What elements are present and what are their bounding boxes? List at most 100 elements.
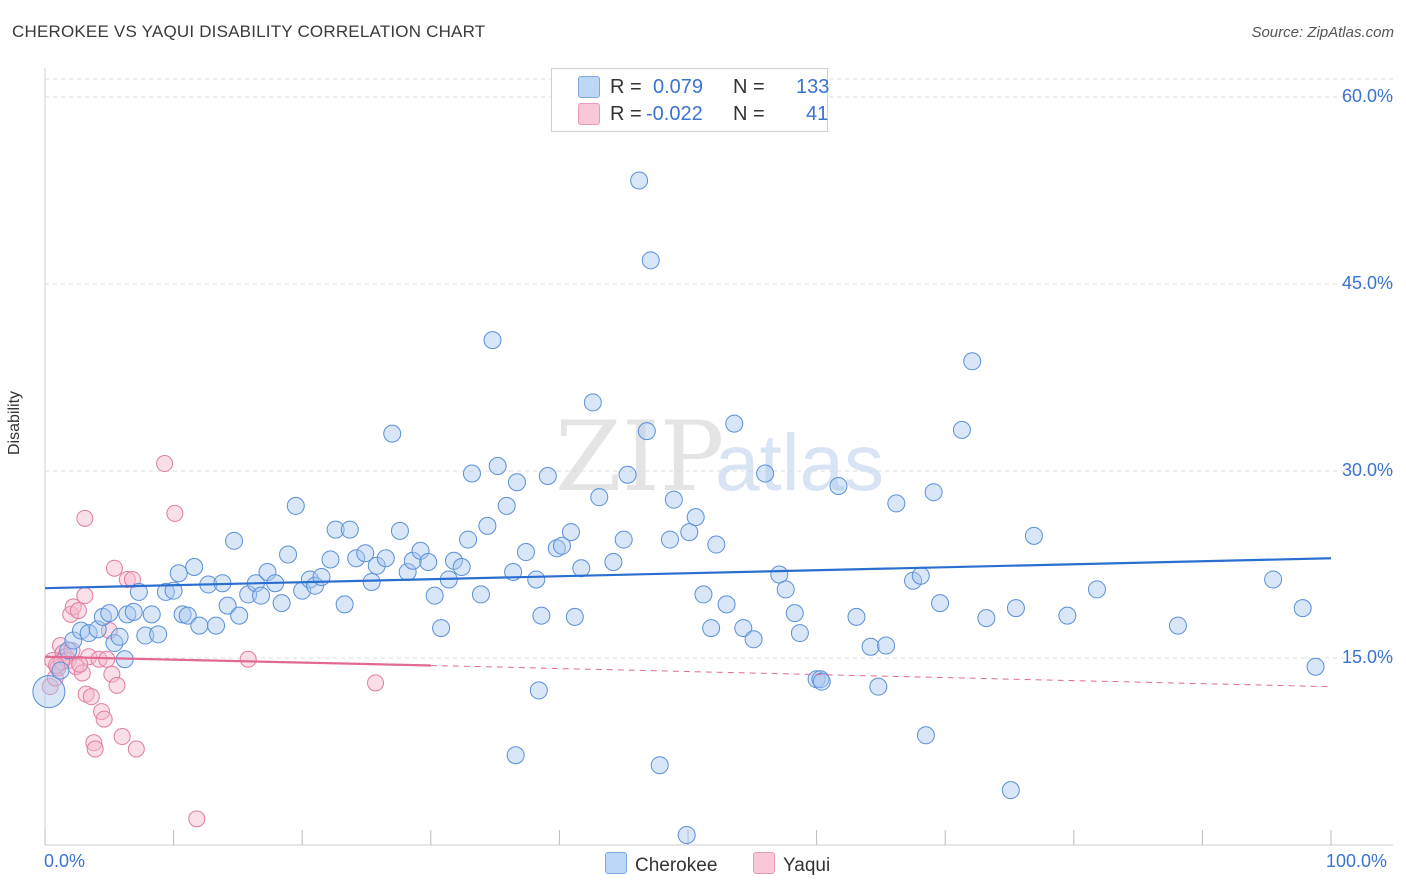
cherokee-point — [356, 544, 375, 563]
yaqui-point — [108, 676, 126, 694]
cherokee-point — [916, 726, 935, 745]
x-tick-left: 0.0% — [44, 851, 86, 871]
cherokee-point — [51, 661, 70, 680]
cherokee-swatch — [605, 852, 627, 874]
yaqui-point — [85, 734, 103, 752]
cherokee-point — [1058, 606, 1077, 625]
yaqui-points — [41, 455, 385, 828]
grid-lines — [45, 78, 1393, 659]
cherokee-point — [680, 523, 699, 542]
cherokee-point — [471, 585, 490, 604]
cherokee-point — [614, 530, 633, 549]
cherokee-point — [776, 580, 795, 599]
cherokee-point — [478, 516, 497, 535]
cherokee-point — [637, 422, 656, 441]
yaqui-point — [118, 570, 136, 588]
cherokee-point — [149, 625, 168, 644]
cherokee-point — [190, 616, 209, 635]
cherokee-point — [561, 523, 580, 542]
yaqui-point — [76, 509, 94, 527]
cherokee-point — [565, 607, 584, 626]
y-axis-title: Disability — [6, 390, 23, 455]
cherokee-point — [887, 494, 906, 513]
cherokee-point — [110, 627, 129, 646]
yaqui-point — [367, 674, 385, 692]
cherokee-swatch — [578, 76, 600, 98]
cherokee-point — [538, 466, 557, 485]
cherokee-point — [340, 520, 359, 539]
cherokee-point — [527, 570, 546, 589]
chart-title: CHEROKEE VS YAQUI DISABILITY CORRELATION… — [12, 22, 486, 41]
cherokee-point — [178, 606, 197, 625]
legend: R = 0.079 N = 133 R = -0.022 N = 41 — [551, 68, 830, 132]
legend-r-label: R = — [610, 103, 642, 125]
cherokee-point — [717, 595, 736, 614]
cherokee-point — [790, 624, 809, 643]
cherokee-point — [32, 675, 66, 709]
cherokee-point — [218, 596, 237, 615]
cherokee-point — [452, 557, 471, 576]
legend-n-value: 133 — [796, 76, 830, 98]
cherokee-point — [425, 586, 444, 605]
cherokee-point — [744, 630, 763, 649]
cherokee-point — [660, 530, 679, 549]
cherokee-point — [1168, 616, 1187, 635]
cherokee-point — [877, 636, 896, 655]
bottom-legend-yaqui-label: Yaqui — [783, 855, 831, 876]
cherokee-point — [847, 607, 866, 626]
cherokee-point — [419, 553, 438, 572]
cherokee-point — [497, 496, 516, 515]
cherokee-points — [32, 171, 1325, 845]
cherokee-point — [326, 520, 345, 539]
cherokee-point — [516, 543, 535, 562]
yaqui-point — [71, 655, 89, 673]
yaqui-point — [95, 710, 113, 728]
cherokee-point — [129, 582, 148, 601]
cherokee-point — [156, 582, 175, 601]
yaqui-swatch — [578, 103, 600, 125]
cherokee-point — [1001, 781, 1020, 800]
cherokee-point — [812, 672, 831, 691]
bottom-legend-cherokee: Cherokee — [605, 852, 717, 877]
yaqui-point — [41, 678, 59, 696]
y-tick-label: 60.0% — [1341, 86, 1393, 106]
cherokee-point — [507, 473, 526, 492]
legend-r-value: -0.022 — [646, 103, 703, 125]
cherokee-point — [770, 565, 789, 584]
cherokee-point — [529, 681, 548, 700]
cherokee-point — [483, 331, 502, 350]
cherokee-point — [829, 476, 848, 495]
legend-n-value: 41 — [806, 103, 829, 125]
watermark: ZIP atlas — [555, 401, 884, 513]
cherokee-point — [164, 581, 183, 600]
legend-r-label: R = — [610, 76, 642, 98]
cherokee-point — [136, 626, 155, 645]
cherokee-point — [272, 594, 291, 613]
cherokee-point — [1306, 657, 1325, 676]
cherokee-point — [785, 604, 804, 623]
cherokee-point — [707, 535, 726, 554]
legend-n-label: N = — [733, 76, 765, 98]
cherokee-point — [650, 756, 669, 775]
bottom-legend-cherokee-label: Cherokee — [635, 855, 718, 876]
cherokee-point — [977, 609, 996, 628]
cherokee-point — [1087, 580, 1106, 599]
cherokee-point — [664, 490, 683, 509]
yaqui-point — [69, 602, 87, 620]
cherokee-point — [59, 641, 78, 660]
cherokee-point — [725, 414, 744, 433]
cherokee-point — [207, 616, 226, 635]
yaqui-point — [76, 587, 94, 605]
cherokee-point — [572, 559, 591, 578]
cherokee-point — [702, 619, 721, 638]
cherokee-point — [462, 464, 481, 483]
cherokee-point — [1006, 599, 1025, 618]
cherokee-point — [383, 424, 402, 443]
yaqui-point — [86, 740, 104, 758]
yaqui-point — [82, 688, 100, 706]
cherokee-point — [952, 420, 971, 439]
cherokee-point — [79, 624, 98, 643]
cherokee-point — [362, 572, 381, 591]
cherokee-point — [506, 746, 525, 765]
